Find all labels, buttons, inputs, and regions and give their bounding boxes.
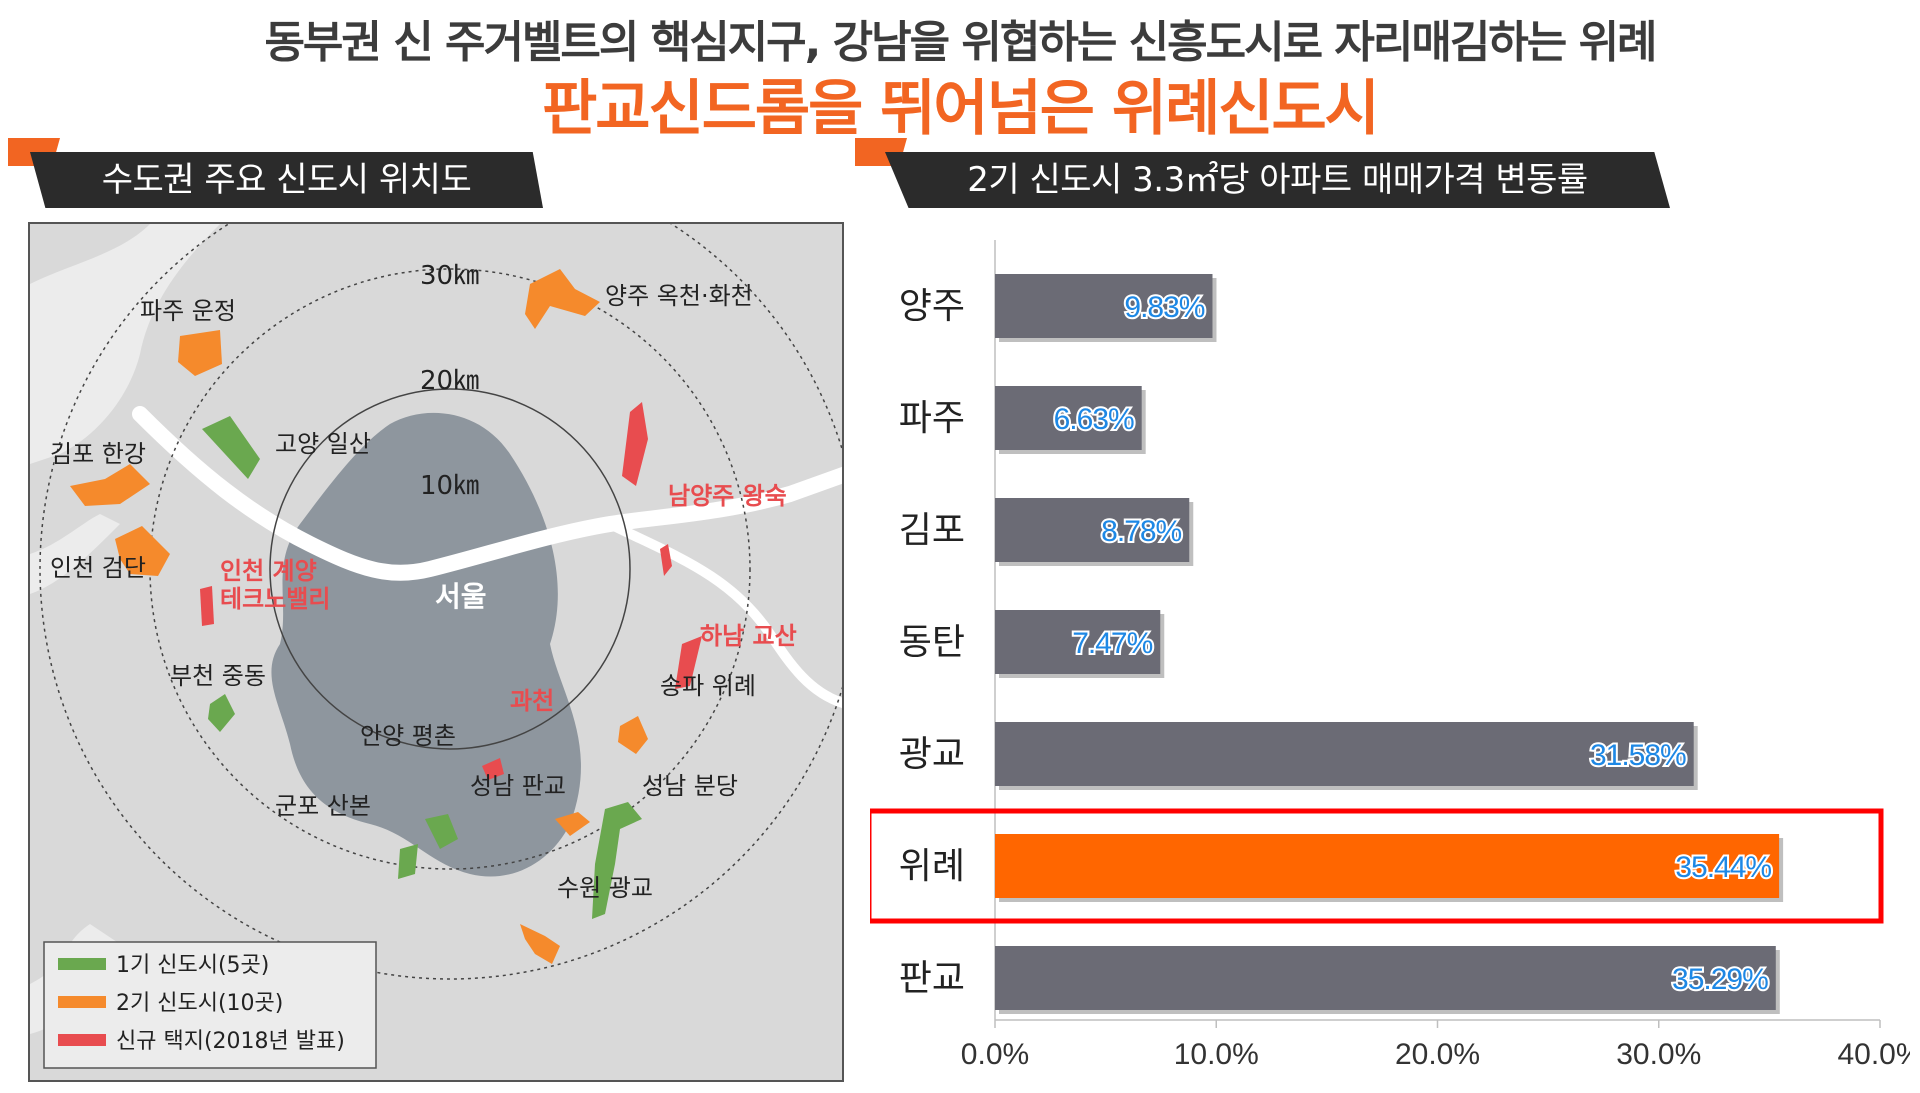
ring-label-30km: 30㎞ [420,261,479,291]
ring-label-20km: 20㎞ [420,366,479,396]
category-label: 위례 [899,846,965,887]
suwon-label: 수원 광교 [557,874,653,902]
legend-label-gen2: 2기 신도시(10곳) [116,991,283,1016]
map-section-header: 수도권 주요 신도시 위치도 [8,138,543,208]
namyangju-label: 남양주 왕숙 [668,482,787,510]
chart-section-header: 2기 신도시 3.3㎡당 아파트 매매가격 변동률 [855,138,1670,208]
data-label: 7.47% [1072,627,1152,660]
map-legend: 1기 신도시(5곳) 2기 신도시(10곳) 신규 택지(2018년 발표) [43,941,377,1069]
legend-swatch-gen1 [58,958,106,970]
bundang-label: 성남 분당 [642,772,738,800]
bucheon-area [208,694,235,732]
bar [995,610,1161,674]
highlight-box [870,808,1884,924]
incheon-gyeyang-area [200,586,214,626]
x-tick-label: 40.0% [1837,1038,1910,1071]
new-town-location-map: 30㎞ 20㎞ 10㎞ 서울 양주 옥천·화천 파주 운정 고양 일산 김포 한… [28,222,844,1082]
sea-area [30,224,220,464]
ring-20km [149,268,751,870]
legend-swatch-gen2 [58,996,106,1008]
bar [995,386,1142,450]
yangju-area [525,269,600,329]
category-label: 동탄 [899,622,965,663]
bar [995,946,1776,1010]
paju-area [178,330,222,376]
hanam-label: 하남 교산 [700,622,797,650]
pangyo-label: 성남 판교 [470,772,566,800]
data-label: 9.83% [1124,291,1204,324]
legend-swatch-new [58,1034,106,1046]
ring-label-10km: 10㎞ [420,471,479,501]
songpa-label: 송파 위례 [660,672,756,700]
bar [995,722,1694,786]
anyang-area [425,814,458,849]
seoul-label: 서울 [435,580,487,613]
x-tick-label: 30.0% [1616,1038,1701,1071]
goyang-area [202,416,260,479]
gwacheon-area [482,758,504,780]
bundang-area [592,802,642,919]
pangyo-area [555,812,590,836]
bar [995,274,1213,338]
bar [995,834,1780,898]
han-river [132,406,842,581]
gimpo-area [70,464,150,506]
chart-section-title: 2기 신도시 3.3㎡당 아파트 매매가격 변동률 [967,160,1588,200]
page-title: 동부권 신 주거벨트의 핵심지구, 강남을 위협하는 신흥도시로 자리매김하는 … [264,17,1657,68]
suwon-area [520,924,560,964]
incheon-geomdan-label: 인천 검단 [50,554,146,582]
anyang-label: 안양 평촌 [360,722,456,750]
goyang-label: 고양 일산 [275,430,371,458]
category-label: 광교 [899,734,965,775]
yangju-label: 양주 옥천·화천 [605,282,753,310]
incheon-gyeyang-label: 인천 계양 테크노밸리 [220,557,330,613]
x-tick-label: 10.0% [1174,1038,1259,1071]
legend-label-new: 신규 택지(2018년 발표) [116,1029,345,1054]
header-bar [30,152,543,208]
category-label: 김포 [899,510,965,551]
legend-label-gen1: 1기 신도시(5곳) [116,953,269,978]
bar [995,498,1190,562]
data-label: 35.29% [1672,963,1768,996]
songpa-area [618,716,648,754]
data-label: 35.44% [1675,851,1771,884]
price-change-bar-chart: 0.0% 10.0% 20.0% 30.0% 40.0% 양주 9.83% 파주 6.63% 김포… [870,240,1910,1071]
map-section-title: 수도권 주요 신도시 위치도 [101,160,472,200]
gwacheon-label: 과천 [510,687,554,715]
category-label: 양주 [899,286,965,327]
data-label: 31.58% [1590,739,1686,772]
gimpo-label: 김포 한강 [50,440,146,468]
namyangju-area [622,402,648,486]
river-branch [607,519,842,708]
ring-10km [269,388,631,750]
x-tick-label: 0.0% [961,1038,1029,1071]
sea-area [30,514,120,594]
gunpo-label: 군포 산본 [275,792,371,820]
header-bar [885,152,1670,208]
namyangju-small-area [660,544,672,576]
paju-label: 파주 운정 [140,297,236,325]
x-tick-label: 20.0% [1395,1038,1480,1071]
category-label: 파주 [899,398,965,439]
incheon-geomdan-area [115,526,170,576]
page-subtitle: 판교신드롬을 뛰어넘은 위례신도시 [542,74,1380,144]
seoul-area [271,412,581,877]
hanam-area [675,636,702,689]
category-label: 판교 [899,958,965,999]
map-svg: 30㎞ 20㎞ 10㎞ 서울 양주 옥천·화천 파주 운정 고양 일산 김포 한… [30,224,842,1080]
bucheon-label: 부천 중동 [170,662,266,690]
data-label: 8.78% [1101,515,1181,548]
data-label: 6.63% [1054,403,1134,436]
gunpo-area [398,844,418,879]
